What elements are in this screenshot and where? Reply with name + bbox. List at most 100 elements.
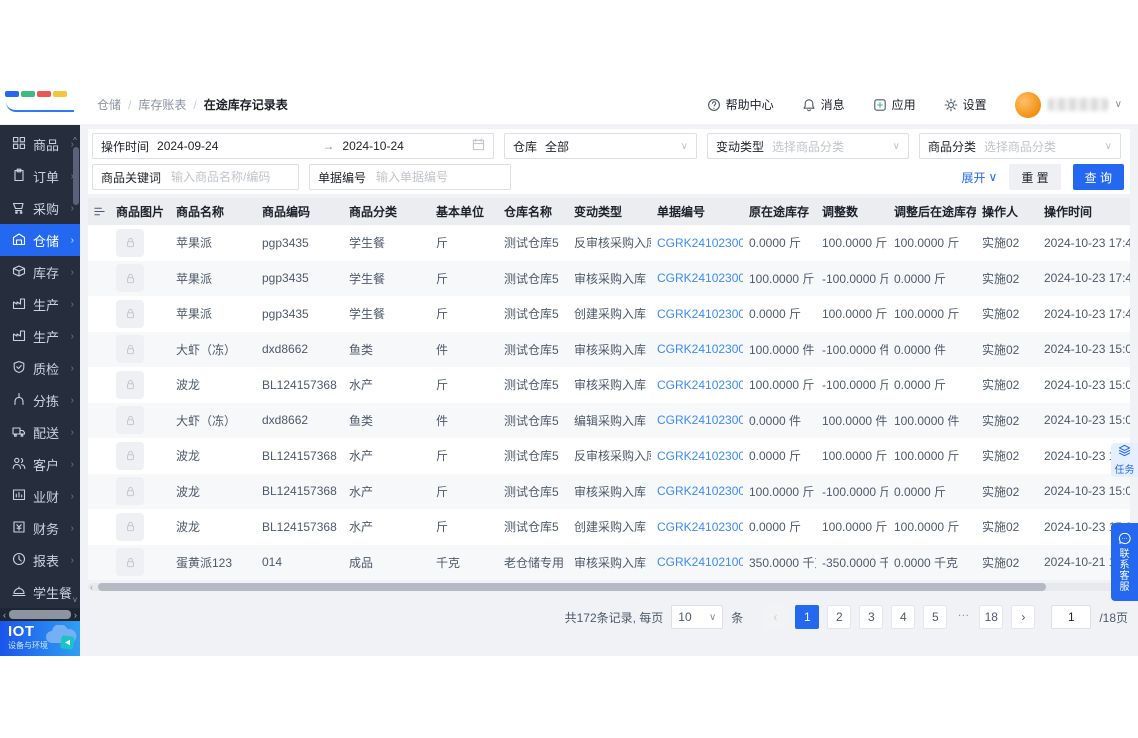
cell-adjust-qty: 100.0000 件: [822, 413, 888, 428]
cell-product-category: 成品: [349, 555, 374, 570]
sidebar-item-6-factory[interactable]: 生产 ›: [0, 320, 80, 352]
sidebar-item-5-factory[interactable]: 生产 ›: [0, 288, 80, 320]
cell-doc-no[interactable]: CGRK24102300002: [657, 271, 743, 286]
breadcrumb-separator: /: [128, 97, 132, 112]
sidebar-item-10-users[interactable]: 客户 ›: [0, 448, 80, 480]
sidebar-item-7-shield[interactable]: 质检 ›: [0, 352, 80, 384]
category-label: 商品分类: [928, 139, 977, 154]
customer-service-float-button[interactable]: 联系客服: [1111, 523, 1138, 601]
cell-doc-no[interactable]: CGRK24102300001: [657, 342, 743, 357]
page-button-4[interactable]: 4: [891, 605, 916, 629]
sidebar-item-11-chart[interactable]: 业财 ›: [0, 480, 80, 512]
sidebar-scroll-down-icon[interactable]: v: [73, 595, 77, 604]
sidebar-item-4-box[interactable]: 库存 ›: [0, 256, 80, 288]
chevron-right-icon: ›: [70, 458, 74, 470]
scrollbar-thumb[interactable]: [98, 583, 1046, 591]
page-button-18[interactable]: 18: [979, 605, 1004, 629]
breadcrumb-warehouse[interactable]: 仓储: [97, 98, 122, 112]
chevron-right-icon: ›: [70, 426, 74, 438]
cell-doc-no[interactable]: CGRK24102300001: [657, 448, 743, 463]
col-header-doc-no: 单据编号: [657, 205, 706, 219]
cell-adjusted-stock: 0.0000 斤: [894, 271, 947, 286]
cell-doc-no[interactable]: CGRK24102300001: [657, 377, 743, 392]
scroll-left-icon[interactable]: ‹: [3, 609, 6, 620]
change-type-placeholder: 选择商品分类: [772, 139, 845, 154]
sidebar-item-9-truck[interactable]: 配送 ›: [0, 416, 80, 448]
avatar[interactable]: [1014, 91, 1041, 118]
sidebar-item-2-cart[interactable]: 采购 ›: [0, 192, 80, 224]
cell-adjusted-stock: 100.0000 斤: [894, 520, 960, 535]
keyword-field[interactable]: 商品关键词: [92, 164, 299, 190]
sidebar-item-14-meal[interactable]: 学生餐: [0, 576, 80, 608]
sidebar-vertical-scrollbar[interactable]: [73, 147, 79, 205]
cell-doc-no[interactable]: CGRK24102100002: [657, 555, 743, 570]
tasks-float-button[interactable]: 任务: [1111, 443, 1138, 477]
sidebar-item-0-grid[interactable]: 商品 ›: [0, 128, 80, 160]
topbar-action-bell[interactable]: 消息: [802, 96, 845, 113]
doc-no-field[interactable]: 单据编号: [309, 164, 511, 190]
sidebar-horizontal-scrollbar[interactable]: ‹ ›: [0, 608, 80, 621]
cell-doc-no[interactable]: CGRK24102300001: [657, 413, 743, 428]
breadcrumb: 仓储 / 库存账表 / 在途库存记录表: [97, 96, 288, 113]
table-row: 苹果派 pgp3435 学生餐 斤 测试仓库5 审核采购入库 CGRK24102300002…: [88, 260, 1130, 296]
sidebar-item-3-warehouse[interactable]: 仓储 ›: [0, 224, 80, 256]
cell-original-stock: 0.0000 斤: [749, 449, 802, 464]
category-select[interactable]: 商品分类 选择商品分类 ∨: [919, 133, 1121, 159]
sidebar-item-13-report[interactable]: 报表 ›: [0, 544, 80, 576]
cell-product-name: 波龙: [176, 484, 201, 499]
next-page-button[interactable]: ›: [1011, 605, 1036, 629]
page-button-2[interactable]: 2: [827, 605, 852, 629]
topbar-action-app[interactable]: 应用: [873, 96, 916, 113]
page-button-5[interactable]: 5: [923, 605, 948, 629]
keyword-input[interactable]: [169, 169, 290, 185]
breadcrumb-inventory-tables[interactable]: 库存账表: [138, 98, 187, 112]
date-to-value[interactable]: 2024-10-24: [342, 139, 404, 153]
date-from-value[interactable]: 2024-09-24: [157, 139, 219, 153]
cell-doc-no[interactable]: CGRK24102300001: [657, 519, 743, 534]
scroll-left-icon[interactable]: ‹: [90, 582, 93, 592]
sidebar: 商品›订单›采购›仓储›库存›生产›生产›质检›分拣›配送›客户›业财›财务›报…: [0, 125, 80, 656]
warehouse-select[interactable]: 仓库 全部 ∨: [504, 133, 697, 159]
chevron-right-icon: ›: [70, 202, 74, 214]
change-type-select[interactable]: 变动类型 选择商品分类 ∨: [707, 133, 909, 159]
cell-base-unit: 斤: [436, 236, 449, 251]
page-button-3[interactable]: 3: [859, 605, 884, 629]
cell-doc-no[interactable]: CGRK24102300002: [657, 306, 743, 321]
chevron-right-icon: ›: [70, 394, 74, 406]
query-button[interactable]: 查 询: [1072, 164, 1124, 190]
reset-button[interactable]: 重 置: [1009, 164, 1061, 190]
user-menu[interactable]: ∨: [1014, 91, 1122, 118]
cell-operator: 实施02: [982, 449, 1020, 464]
topbar-action-label: 消息: [820, 98, 845, 112]
sidebar-item-1-clipboard[interactable]: 订单 ›: [0, 160, 80, 192]
scroll-right-icon[interactable]: ›: [74, 609, 77, 620]
cloud-icon: [46, 625, 77, 650]
prev-page-button[interactable]: ‹: [763, 605, 788, 629]
cell-product-image: [110, 264, 170, 293]
date-range-picker[interactable]: 操作时间 2024-09-24 → 2024-10-24: [92, 133, 494, 159]
cell-product-name: 波龙: [176, 378, 201, 393]
cell-doc-no[interactable]: CGRK24102300002: [657, 235, 743, 250]
image-placeholder-lock-icon: [116, 335, 144, 364]
sidebar-item-8-sort[interactable]: 分拣 ›: [0, 384, 80, 416]
cell-adjust-qty: 100.0000 斤: [822, 307, 888, 322]
scrollbar-thumb[interactable]: [9, 610, 71, 619]
expand-toggle[interactable]: 展开 ∨: [961, 170, 998, 185]
table-horizontal-scrollbar[interactable]: ‹: [88, 582, 1130, 592]
page-size-value: 10: [678, 610, 692, 624]
layers-icon: [1118, 444, 1131, 460]
sidebar-item-label: 订单: [33, 169, 60, 185]
doc-no-input[interactable]: [374, 169, 502, 185]
cell-base-unit: 斤: [436, 271, 449, 286]
sidebar-item-12-finance[interactable]: 财务 ›: [0, 512, 80, 544]
page-size-select[interactable]: 10 ∨: [671, 605, 724, 629]
iot-banner[interactable]: IOT 设备与环境: [0, 621, 80, 656]
topbar-action-gear[interactable]: 设置: [944, 96, 987, 113]
topbar-action-help[interactable]: 帮助中心: [707, 96, 774, 113]
column-settings-icon[interactable]: [88, 205, 110, 218]
cell-operate-time: 2024-10-21 14:21: [1044, 555, 1130, 570]
page-jump-input[interactable]: [1051, 605, 1092, 629]
sidebar-scroll-up-icon[interactable]: ^: [73, 136, 77, 145]
cell-doc-no[interactable]: CGRK24102300001: [657, 484, 743, 499]
page-button-1[interactable]: 1: [795, 605, 820, 629]
